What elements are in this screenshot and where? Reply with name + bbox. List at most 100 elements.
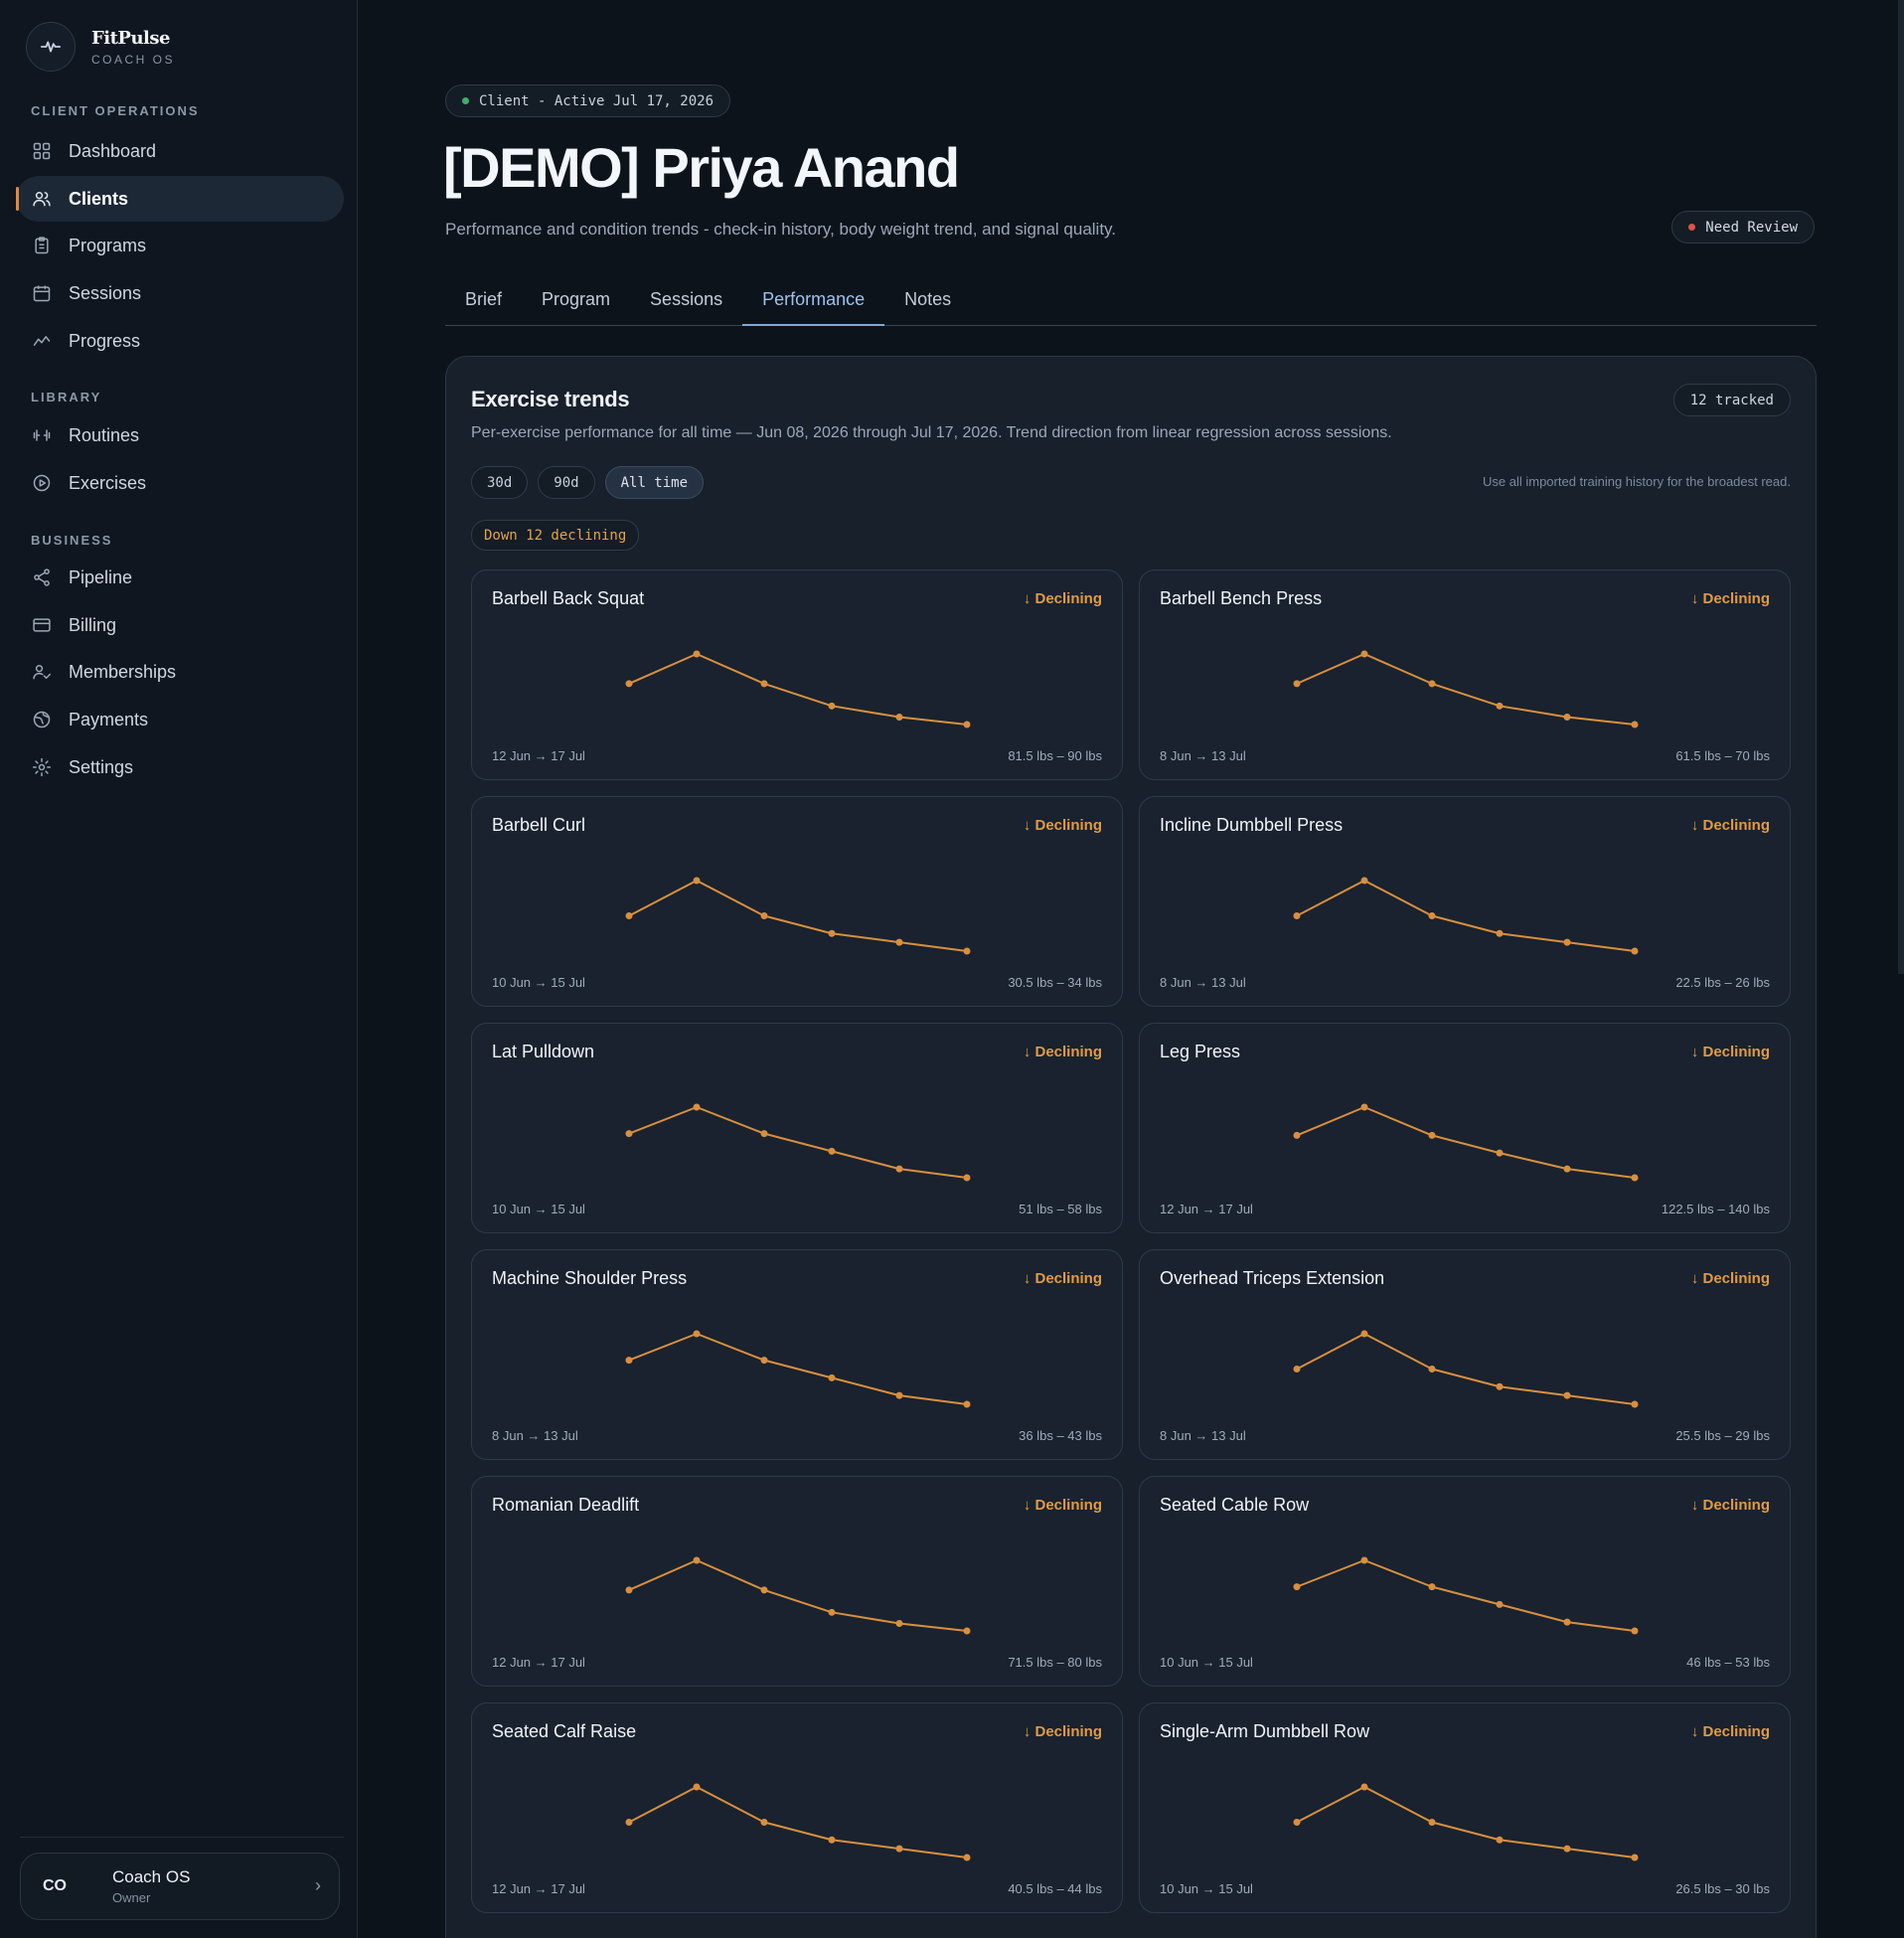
sidebar-item-billing[interactable]: Billing xyxy=(16,602,344,648)
sidebar-item-label: Exercises xyxy=(69,472,147,493)
tab-sessions[interactable]: Sessions xyxy=(650,289,723,309)
exercise-card[interactable]: Seated Calf Raise ↓ Declining 12 Jun → 17 … xyxy=(471,1702,1123,1913)
tab-notes[interactable]: Notes xyxy=(904,289,952,309)
exercise-card[interactable]: Overhead Triceps Extension ↓ Declining 8 J… xyxy=(1139,1249,1791,1460)
sparkline-point xyxy=(1496,929,1504,937)
sparkline-point xyxy=(1293,912,1301,919)
sparkline-point xyxy=(828,1608,836,1616)
exercise-card[interactable]: Single-Arm Dumbbell Row ↓ Declining 10 Jun… xyxy=(1139,1702,1791,1913)
exercise-card[interactable]: Romanian Deadlift ↓ Declining 12 Jun → 17 … xyxy=(471,1476,1123,1687)
sparkline-point xyxy=(1496,1382,1504,1390)
trend-badge: ↓ Declining xyxy=(1023,1044,1102,1060)
sparkline-point xyxy=(760,912,768,919)
nav-section-client-operations: CLIENT OPERATIONS xyxy=(31,103,200,118)
trend-badge: ↓ Declining xyxy=(1690,1497,1770,1514)
sidebar-item-label: Billing xyxy=(69,614,117,635)
exercise-card[interactable]: Machine Shoulder Press ↓ Declining 8 Jun →… xyxy=(471,1249,1123,1460)
sidebar-item-label: Memberships xyxy=(69,661,177,682)
sidebar-item-memberships[interactable]: Memberships xyxy=(16,649,344,695)
sparkline-point xyxy=(1360,1103,1368,1111)
sidebar-item-label: Payments xyxy=(69,709,149,729)
sparkline-point xyxy=(760,680,768,688)
sparkline-path xyxy=(628,1786,968,1858)
sparkline-path xyxy=(1296,880,1636,952)
scrollbar[interactable] xyxy=(1898,0,1904,974)
exercise-name: Overhead Triceps Extension xyxy=(1160,1268,1385,1288)
weight-range: 36 lbs – 43 lbs xyxy=(1019,1428,1102,1443)
sparkline-point xyxy=(1563,938,1571,946)
exercise-card[interactable]: Lat Pulldown ↓ Declining 10 Jun → 15 Jul 51… xyxy=(471,1023,1123,1233)
date-range: 10 Jun → 15 Jul xyxy=(1160,1655,1253,1670)
sidebar-item-routines[interactable]: Routines xyxy=(16,412,344,458)
range-90d-button[interactable]: 90d xyxy=(538,466,595,499)
sparkline xyxy=(625,1556,971,1635)
sparkline-point xyxy=(1360,650,1368,658)
sparkline xyxy=(625,650,971,728)
date-range: 8 Jun → 13 Jul xyxy=(1160,975,1246,990)
sidebar-item-clients[interactable]: Clients xyxy=(16,176,344,222)
date-range: 8 Jun → 13 Jul xyxy=(1160,748,1246,763)
account-role: Owner xyxy=(112,1890,151,1905)
sparkline-point xyxy=(895,1165,903,1173)
sparkline-point xyxy=(625,912,633,919)
trend-badge: ↓ Declining xyxy=(1690,590,1770,607)
need-review-badge[interactable]: Need Review xyxy=(1671,211,1815,243)
weight-range: 26.5 lbs – 30 lbs xyxy=(1675,1881,1770,1896)
sparkline-path xyxy=(1296,1786,1636,1858)
client-status-badge: Client - Active Jul 17, 2026 xyxy=(445,84,731,117)
tab-program[interactable]: Program xyxy=(542,289,611,309)
sparkline xyxy=(625,877,971,955)
date-range: 8 Jun → 13 Jul xyxy=(1160,1428,1246,1443)
sidebar-item-sessions[interactable]: Sessions xyxy=(16,270,344,316)
exercise-card[interactable]: Leg Press ↓ Declining 12 Jun → 17 Jul 122.5… xyxy=(1139,1023,1791,1233)
sparkline-path xyxy=(628,1106,968,1179)
date-range: 8 Jun → 13 Jul xyxy=(492,1428,578,1443)
sidebar-item-pipeline[interactable]: Pipeline xyxy=(16,555,344,600)
weight-range: 71.5 lbs – 80 lbs xyxy=(1008,1655,1102,1670)
need-review-text: Need Review xyxy=(1705,219,1798,236)
card-icon xyxy=(31,614,53,636)
sidebar-item-dashboard[interactable]: Dashboard xyxy=(16,128,344,174)
sparkline-point xyxy=(1428,1819,1436,1826)
brand[interactable]: FitPulse COACH OS xyxy=(26,22,175,72)
exercise-card[interactable]: Barbell Curl ↓ Declining 10 Jun → 15 Jul 30… xyxy=(471,796,1123,1007)
range-all-time-button[interactable]: All time xyxy=(604,466,705,499)
sidebar-item-payments[interactable]: Payments xyxy=(16,697,344,742)
exercise-card[interactable]: Barbell Bench Press ↓ Declining 8 Jun → 13… xyxy=(1139,569,1791,780)
sidebar-item-label: Routines xyxy=(69,424,140,445)
sparkline-point xyxy=(693,1783,701,1791)
sidebar-item-exercises[interactable]: Exercises xyxy=(16,460,344,506)
exercise-name: Leg Press xyxy=(1160,1042,1241,1061)
trend-badge: ↓ Declining xyxy=(1690,1044,1770,1060)
page-title: [DEMO] Priya Anand xyxy=(443,136,960,199)
exercise-name: Incline Dumbbell Press xyxy=(1160,815,1344,835)
sparkline-point xyxy=(895,1391,903,1399)
exercise-card[interactable]: Barbell Back Squat ↓ Declining 12 Jun → 17… xyxy=(471,569,1123,780)
sparkline-point xyxy=(1563,1391,1571,1399)
date-range: 10 Jun → 15 Jul xyxy=(1160,1881,1253,1896)
exercise-name: Seated Calf Raise xyxy=(492,1721,637,1741)
tab-brief[interactable]: Brief xyxy=(465,289,503,309)
range-30d-button[interactable]: 30d xyxy=(471,466,529,499)
sparkline-point xyxy=(625,1586,633,1594)
sparkline-point xyxy=(693,1103,701,1111)
sidebar-item-settings[interactable]: Settings xyxy=(16,744,344,790)
sidebar-item-label: Pipeline xyxy=(69,566,133,587)
exercise-card[interactable]: Incline Dumbbell Press ↓ Declining 8 Jun →… xyxy=(1139,796,1791,1007)
sparkline-point xyxy=(1293,1366,1301,1373)
tab-performance[interactable]: Performance xyxy=(742,278,885,326)
trend-badge: ↓ Declining xyxy=(1690,1270,1770,1287)
client-tabs: Brief Program Sessions Performance Notes xyxy=(445,278,1817,326)
sparkline-point xyxy=(760,1819,768,1826)
sparkline-point xyxy=(760,1357,768,1365)
sparkline-point xyxy=(895,714,903,722)
exercise-card[interactable]: Seated Cable Row ↓ Declining 10 Jun → 15 J… xyxy=(1139,1476,1791,1687)
sidebar-item-programs[interactable]: Programs xyxy=(16,223,344,268)
nav-section-business: BUSINESS xyxy=(31,533,113,548)
declining-summary-badge[interactable]: Down 12 declining xyxy=(471,520,640,551)
play-circle-icon xyxy=(31,472,53,494)
account-name: Coach OS xyxy=(112,1867,191,1886)
account-switcher[interactable]: CO Coach OS Owner › xyxy=(20,1853,340,1920)
sidebar-item-progress[interactable]: Progress xyxy=(16,318,344,364)
dumbbell-icon xyxy=(31,424,53,446)
